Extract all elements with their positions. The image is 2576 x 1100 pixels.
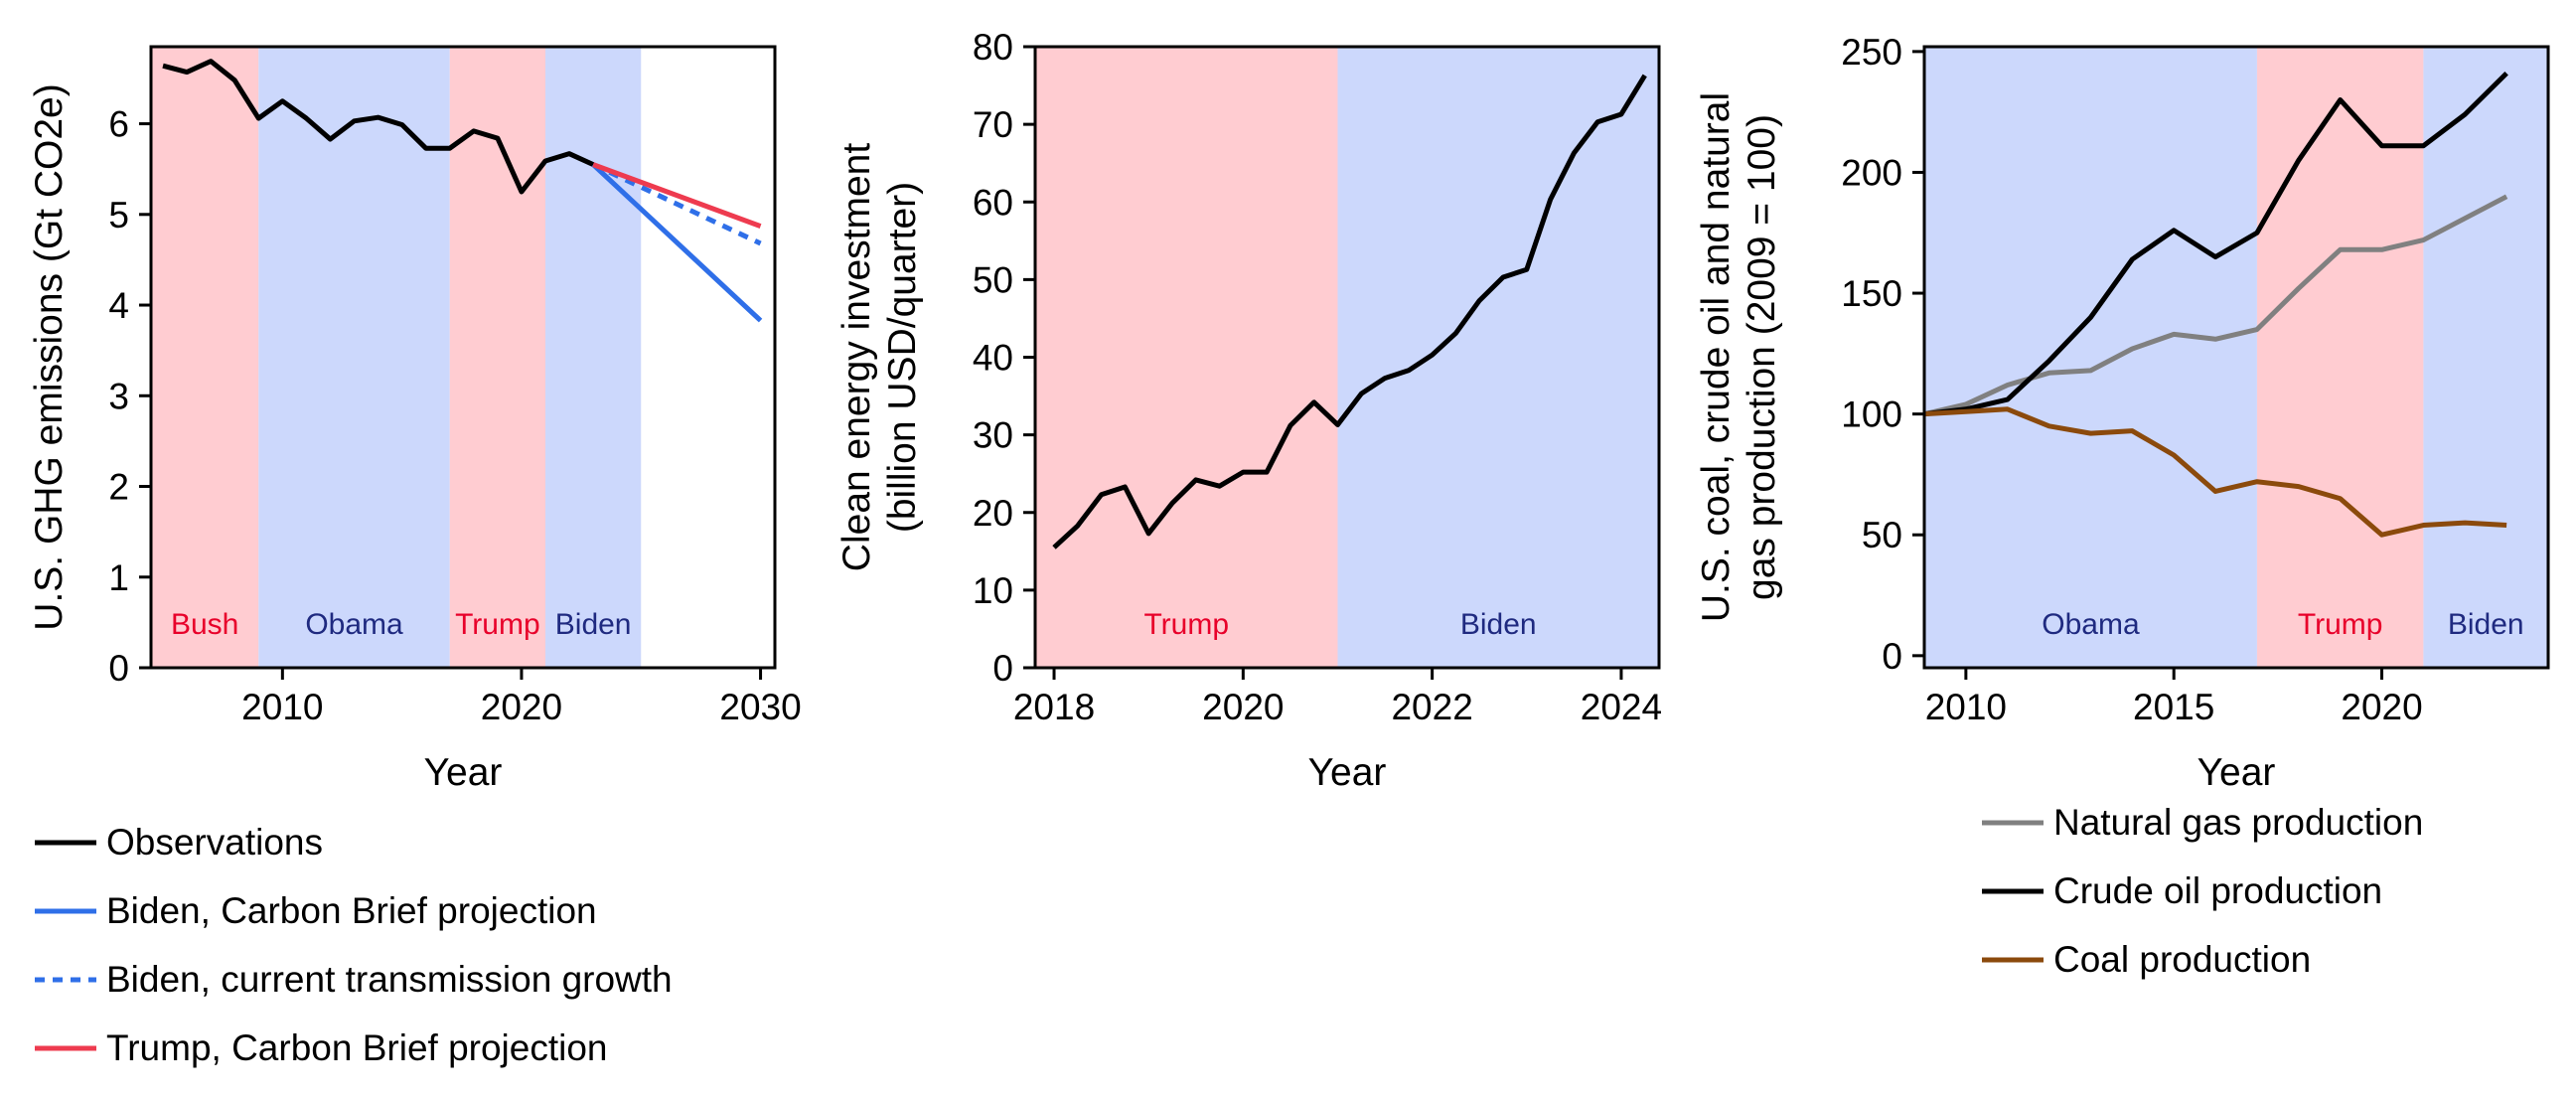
legend-entry: Natural gas production bbox=[2053, 802, 2423, 843]
y-tick-label: 100 bbox=[1841, 394, 1902, 435]
x-tick-label: 2020 bbox=[1202, 687, 1284, 727]
admin-band-biden bbox=[1337, 47, 1659, 668]
y-tick-label: 200 bbox=[1841, 152, 1902, 193]
y-axis-label: gas production (2009 = 100) bbox=[1741, 114, 1783, 600]
admin-label-biden: Biden bbox=[555, 608, 632, 641]
y-tick-label: 250 bbox=[1841, 32, 1902, 73]
x-axis-label: Year bbox=[2197, 751, 2276, 794]
x-tick-label: 2030 bbox=[719, 687, 801, 727]
admin-band-trump bbox=[449, 47, 546, 668]
series-line-natural-gas-production bbox=[1923, 194, 2508, 417]
admin-label-biden: Biden bbox=[2448, 608, 2524, 641]
y-tick-label: 6 bbox=[108, 104, 129, 145]
plot-frame bbox=[149, 45, 777, 670]
y-tick-label: 3 bbox=[108, 376, 129, 416]
y-tick-label: 50 bbox=[973, 259, 1013, 300]
y-tick-label: 150 bbox=[1841, 273, 1902, 314]
y-tick-label: 1 bbox=[108, 557, 129, 598]
admin-band-bush bbox=[151, 47, 259, 668]
admin-label-bush: Bush bbox=[171, 608, 238, 641]
x-tick-label: 2010 bbox=[1925, 687, 2007, 727]
legend-entry: Coal production bbox=[2053, 939, 2311, 980]
legend-entry: Biden, current transmission growth bbox=[106, 959, 673, 1000]
series-line-observations bbox=[162, 59, 595, 195]
series-line-trump-carbon-brief-projection bbox=[592, 162, 762, 230]
admin-band-obama bbox=[1924, 47, 2257, 668]
y-tick-label: 5 bbox=[108, 195, 129, 236]
legend: Natural gas production Crude oil producti… bbox=[1982, 802, 2423, 980]
series-line-coal-production bbox=[1923, 406, 2507, 538]
legend-entry: Biden, Carbon Brief projection bbox=[106, 890, 597, 931]
admin-label-trump: Trump bbox=[455, 608, 540, 641]
admin-band-trump bbox=[1035, 47, 1338, 668]
y-tick-label: 0 bbox=[992, 648, 1013, 689]
y-tick-label: 40 bbox=[973, 338, 1013, 379]
y-tick-label: 0 bbox=[108, 648, 129, 689]
admin-label-biden: Biden bbox=[1460, 608, 1537, 641]
y-tick-label: 0 bbox=[1882, 636, 1902, 677]
y-tick-label: 50 bbox=[1862, 515, 1902, 555]
plot-frame bbox=[1922, 45, 2550, 670]
y-axis-label: (billion USD/quarter) bbox=[881, 182, 924, 533]
y-axis-label: U.S. GHG emissions (Gt CO2e) bbox=[28, 83, 71, 630]
admin-label-trump: Trump bbox=[1143, 608, 1229, 641]
admin-label-trump: Trump bbox=[2298, 608, 2383, 641]
chart-2: Trump Biden 2018 2020 2022 2024 0 10 20 30 40 50 60 7… bbox=[835, 27, 1662, 794]
x-tick-label: 2010 bbox=[241, 687, 323, 727]
y-tick-label: 10 bbox=[973, 570, 1013, 611]
admin-band-trump bbox=[2256, 47, 2424, 668]
admin-label-obama: Obama bbox=[305, 608, 403, 641]
x-tick-label: 2020 bbox=[2341, 687, 2422, 727]
y-axis-label: Clean energy investment bbox=[835, 143, 878, 572]
legend-entry: Trump, Carbon Brief projection bbox=[106, 1027, 608, 1068]
series-line-biden-carbon-brief-projection bbox=[591, 162, 763, 323]
legend: Observations Biden, Carbon Brief projecti… bbox=[35, 822, 673, 1068]
admin-band-obama bbox=[258, 47, 450, 668]
x-tick-label: 2018 bbox=[1013, 687, 1095, 727]
admin-band-biden bbox=[545, 47, 642, 668]
y-tick-label: 60 bbox=[973, 182, 1013, 223]
chart-1: Bush Obama Trump Biden 2010 2020 2030 0 1 2 3 4 5 6 Ye… bbox=[28, 45, 802, 1068]
admin-label-obama: Obama bbox=[2042, 608, 2140, 641]
y-tick-label: 4 bbox=[108, 285, 129, 326]
legend-entry: Observations bbox=[106, 822, 323, 863]
chart-3: Obama Trump Biden 2010 2015 2020 0 50 100 150 200 2… bbox=[1695, 32, 2550, 980]
legend-entry: Crude oil production bbox=[2053, 870, 2382, 911]
admin-band-biden bbox=[2423, 47, 2548, 668]
y-tick-label: 2 bbox=[108, 467, 129, 508]
y-tick-label: 80 bbox=[973, 27, 1013, 68]
x-tick-label: 2020 bbox=[481, 687, 562, 727]
x-tick-label: 2024 bbox=[1581, 687, 1662, 727]
x-axis-label: Year bbox=[424, 751, 503, 794]
series-line-investment bbox=[1052, 74, 1647, 550]
series-line-biden-current-transmission-growth bbox=[592, 162, 762, 246]
y-tick-label: 20 bbox=[973, 493, 1013, 534]
y-tick-label: 30 bbox=[973, 415, 1013, 456]
y-tick-label: 70 bbox=[973, 104, 1013, 145]
x-axis-label: Year bbox=[1308, 751, 1387, 794]
y-axis-label: U.S. coal, crude oil and natural bbox=[1695, 92, 1738, 622]
series-line-crude-oil-production bbox=[1923, 71, 2508, 417]
x-tick-label: 2015 bbox=[2133, 687, 2214, 727]
x-tick-label: 2022 bbox=[1391, 687, 1472, 727]
